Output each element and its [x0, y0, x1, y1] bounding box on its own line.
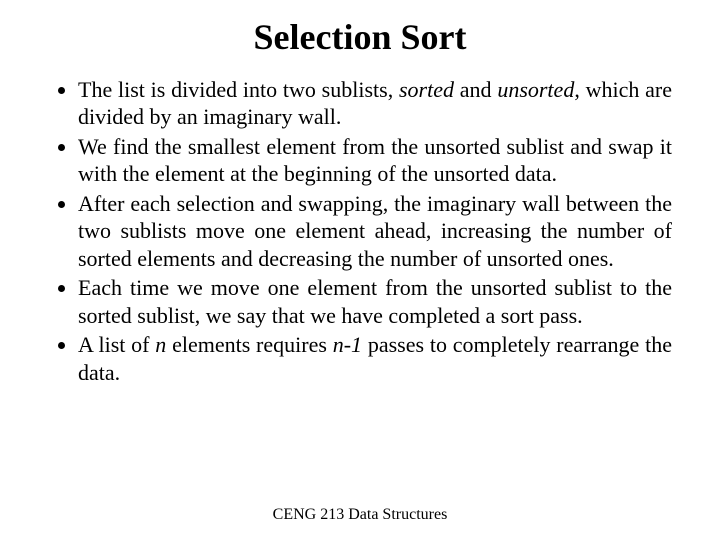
bullet-item: The list is divided into two sublists, s…: [78, 76, 672, 131]
bullet-text-mid: and: [454, 77, 497, 102]
bullet-text-italic: n: [155, 332, 166, 357]
bullet-text: We find the smallest element from the un…: [78, 134, 672, 187]
bullet-text-italic: unsorted: [497, 77, 574, 102]
slide: Selection Sort The list is divided into …: [0, 0, 720, 540]
bullet-item: Each time we move one element from the u…: [78, 274, 672, 329]
bullet-text: Each time we move one element from the u…: [78, 275, 672, 328]
bullet-text-pre: The list is divided into two sublists,: [78, 77, 399, 102]
bullet-item: We find the smallest element from the un…: [78, 133, 672, 188]
bullet-text-mid: elements requires: [166, 332, 332, 357]
bullet-text-pre: A list of: [78, 332, 155, 357]
slide-title: Selection Sort: [48, 18, 672, 58]
bullet-item: A list of n elements requires n-1 passes…: [78, 331, 672, 386]
bullet-item: After each selection and swapping, the i…: [78, 190, 672, 273]
bullet-list: The list is divided into two sublists, s…: [48, 76, 672, 387]
bullet-text-italic: sorted: [399, 77, 454, 102]
bullet-text-italic: n-1: [333, 332, 362, 357]
slide-footer: CENG 213 Data Structures: [0, 506, 720, 524]
bullet-text: After each selection and swapping, the i…: [78, 191, 672, 271]
